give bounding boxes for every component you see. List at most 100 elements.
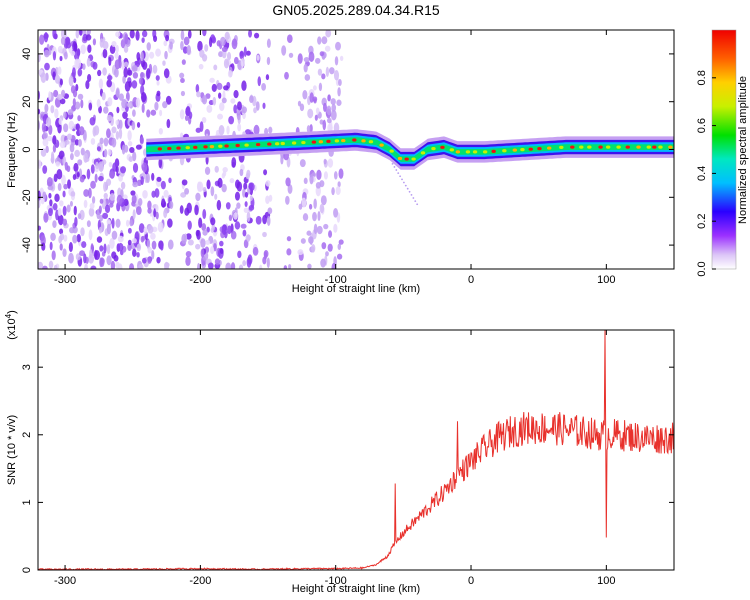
spectrogram-cell xyxy=(286,248,292,256)
spectrogram-cell xyxy=(262,231,267,238)
spectrogram-cell xyxy=(243,46,247,57)
spectrogram-cell xyxy=(62,205,67,216)
spectrogram-cell xyxy=(38,53,41,63)
spectrogram-cell xyxy=(265,74,270,81)
spectrogram-peak xyxy=(658,145,663,149)
spectrogram-cell xyxy=(128,156,134,163)
spectrogram-cell xyxy=(38,34,45,45)
spectrogram-x-label: Height of straight line (km) xyxy=(292,283,420,295)
spectrogram-cell xyxy=(147,207,152,214)
spectrogram-cell xyxy=(160,243,164,251)
spectrogram-cell xyxy=(186,45,191,55)
spectrogram-cell xyxy=(40,72,47,83)
spectrogram-peak xyxy=(326,139,331,143)
spectrogram-cell xyxy=(103,181,107,192)
spectrogram-cell xyxy=(48,260,54,269)
spectrogram-cell xyxy=(334,56,339,66)
snr-frame xyxy=(37,329,675,571)
spectrogram-cell xyxy=(107,74,113,81)
spectrogram-cell xyxy=(306,230,312,236)
spectrogram-cell xyxy=(153,208,157,218)
spectrogram-peak xyxy=(411,157,416,161)
spectrogram-cell xyxy=(95,161,99,170)
spectrogram-cell xyxy=(78,30,83,36)
spectrogram-cell xyxy=(248,204,255,211)
spectrogram-cell xyxy=(321,73,326,80)
spectrogram-cell xyxy=(141,30,148,38)
spectrogram-cell xyxy=(75,83,79,92)
spectrogram-peak xyxy=(570,145,575,149)
spectrogram-cell xyxy=(333,223,338,233)
spectrogram-cell xyxy=(77,68,83,77)
spectrogram-cell xyxy=(141,162,148,173)
spectrogram-cell xyxy=(163,209,168,218)
spectrogram-peak xyxy=(598,145,603,149)
spectrogram-cell xyxy=(109,171,115,179)
spectrogram-cell xyxy=(80,99,84,109)
spectrogram-cell xyxy=(324,45,331,52)
spectrogram-cell xyxy=(285,177,291,187)
spectrogram-cell xyxy=(82,63,86,70)
spectrogram-cell xyxy=(187,239,194,246)
spectrogram-cell xyxy=(103,148,108,158)
spectrogram-cell xyxy=(108,161,113,168)
spectrogram-cell xyxy=(198,217,203,229)
spectrogram-cell xyxy=(131,65,138,71)
spectrogram-cell xyxy=(147,246,153,254)
spectrogram-cell xyxy=(63,234,68,242)
spectrogram-cell xyxy=(225,262,232,269)
spectrogram-peak xyxy=(616,145,621,149)
spectrogram-peak xyxy=(587,145,592,149)
spectrogram-cell xyxy=(83,189,90,197)
spectrogram-cell xyxy=(40,235,46,246)
spectrogram-cell xyxy=(221,46,228,53)
spectrogram-cell xyxy=(231,157,237,168)
spectrogram-streak xyxy=(412,197,415,199)
spectrogram-cell xyxy=(197,40,203,52)
spectrogram-cell xyxy=(298,203,303,210)
spectrogram-cell xyxy=(219,36,226,47)
spectrogram-cell xyxy=(43,49,50,58)
spectrogram-cell xyxy=(132,162,139,173)
spectrogram-cell xyxy=(111,137,117,148)
spectrogram-peak xyxy=(218,144,223,148)
spectrogram-cell xyxy=(38,225,42,231)
spectrogram-cell xyxy=(70,191,76,197)
spectrogram-cell xyxy=(236,202,241,209)
spectrogram-cell xyxy=(99,214,104,222)
spectrogram-y-tick-label: 0 xyxy=(21,146,33,152)
spectrogram-cell xyxy=(336,253,343,260)
colorbar-tick-label: 0.4 xyxy=(696,166,708,181)
spectrogram-cell xyxy=(309,174,314,185)
spectrogram-cell xyxy=(199,49,205,58)
spectrogram-cell xyxy=(249,195,253,202)
spectrogram-cell xyxy=(312,211,317,222)
spectrogram-cell xyxy=(212,96,217,106)
spectrogram-cell xyxy=(59,200,64,207)
spectrogram-cell xyxy=(315,107,320,115)
colorbar-tick-label: 0.6 xyxy=(696,118,708,133)
snr-exponent-power: 4 xyxy=(4,313,13,318)
spectrogram-peak xyxy=(334,139,340,143)
spectrogram-cell xyxy=(301,197,307,208)
spectrogram-cell xyxy=(86,168,91,180)
spectrogram-peak xyxy=(491,149,496,153)
spectrogram-cell xyxy=(218,92,222,99)
spectrogram-cell xyxy=(123,45,129,53)
spectrogram-cell xyxy=(147,225,154,234)
spectrogram-cell xyxy=(297,100,302,107)
spectrogram-cell xyxy=(325,66,330,78)
spectrogram-cell xyxy=(74,139,79,146)
spectrogram-cell xyxy=(316,169,322,181)
spectrogram-cell xyxy=(246,234,250,243)
spectrogram-cell xyxy=(138,263,144,269)
spectrogram-cell xyxy=(319,203,325,214)
spectrogram-cell xyxy=(316,225,323,235)
spectrogram-cell xyxy=(165,34,170,42)
spectrogram-cell xyxy=(180,30,185,41)
spectrogram-cell xyxy=(299,103,305,112)
spectrogram-cell xyxy=(236,109,241,121)
spectrogram-cell xyxy=(319,119,324,125)
spectrogram-cell xyxy=(107,148,112,156)
spectrogram-cell xyxy=(242,188,246,198)
